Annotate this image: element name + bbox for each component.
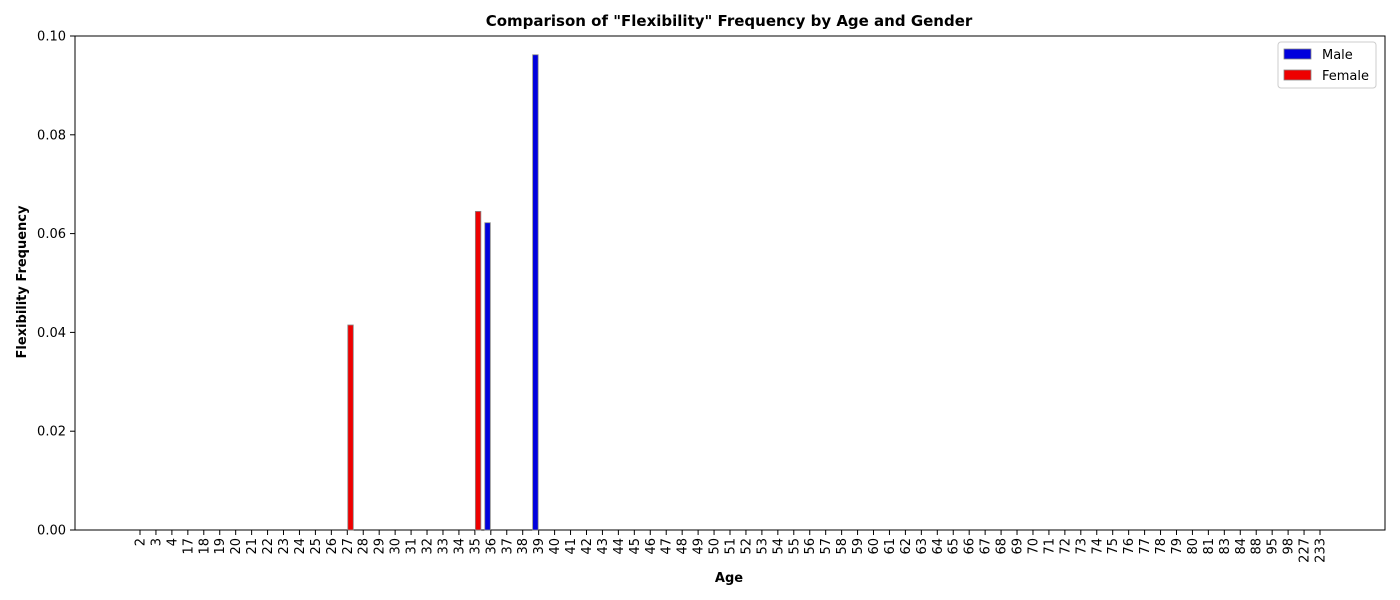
bar-male-age-39	[532, 54, 539, 531]
x-tick-label: 68	[995, 538, 1010, 555]
x-tick-label: 70	[1026, 538, 1041, 555]
x-tick-label: 74	[1090, 538, 1105, 555]
x-tick-label: 57	[819, 538, 834, 555]
x-tick-label: 233	[1314, 538, 1329, 563]
x-tick-label: 30	[389, 538, 404, 555]
bar-female-age-27	[347, 324, 354, 531]
x-tick-label: 47	[660, 538, 675, 555]
x-tick-label: 80	[1186, 538, 1201, 555]
x-tick-label: 20	[229, 538, 244, 555]
x-tick-label: 62	[899, 538, 914, 555]
x-tick-label: 27	[341, 538, 356, 555]
x-tick-label: 67	[979, 538, 994, 555]
x-tick-label: 3	[149, 538, 164, 546]
x-axis-label: Age	[715, 571, 743, 586]
x-tick-label: 34	[452, 538, 467, 555]
x-tick-label: 44	[612, 538, 627, 555]
legend-swatch-female	[1283, 69, 1312, 81]
x-tick-label: 49	[692, 538, 707, 555]
y-tick-label: 0.02	[37, 425, 66, 440]
x-tick-label: 29	[373, 538, 388, 555]
x-tick-label: 69	[1011, 538, 1026, 555]
y-axis-label: Flexibility Frequency	[15, 205, 30, 358]
x-tick-label: 22	[261, 538, 276, 555]
x-tick-label: 17	[181, 538, 196, 555]
x-tick-label: 28	[357, 538, 372, 555]
x-tick-label: 41	[564, 538, 579, 555]
y-tick-label: 0.04	[37, 326, 66, 341]
x-tick-label: 227	[1298, 538, 1313, 563]
x-tick-label: 2	[134, 538, 149, 546]
x-tick-label: 59	[851, 538, 866, 555]
y-tick-label: 0.08	[37, 128, 66, 143]
legend-label-female: Female	[1322, 69, 1369, 84]
legend: Male Female	[1277, 41, 1377, 89]
x-tick-label: 23	[277, 538, 292, 555]
x-tick-label: 36	[484, 538, 499, 555]
x-tick-label: 61	[883, 538, 898, 555]
x-tick-label: 64	[931, 538, 946, 555]
y-tick-label: 0.06	[37, 227, 66, 242]
x-tick-label: 73	[1074, 538, 1089, 555]
x-tick-label: 55	[787, 538, 802, 555]
x-tick-label: 52	[739, 538, 754, 555]
x-tick-label: 21	[245, 538, 260, 555]
x-tick-label: 26	[325, 538, 340, 555]
y-tick-label: 0.00	[37, 524, 66, 539]
x-tick-label: 24	[293, 538, 308, 555]
x-tick-label: 83	[1218, 538, 1233, 555]
x-tick-label: 88	[1250, 538, 1265, 555]
x-tick-label: 19	[213, 538, 228, 555]
legend-swatch-male	[1283, 48, 1312, 60]
x-tick-label: 65	[947, 538, 962, 555]
x-tick-label: 98	[1282, 538, 1297, 555]
x-tick-label: 37	[500, 538, 515, 555]
x-tick-label: 45	[628, 538, 643, 555]
x-tick-label: 56	[803, 538, 818, 555]
x-tick-label: 71	[1042, 538, 1057, 555]
bar-female-age-35	[474, 210, 482, 531]
x-tick-label: 72	[1058, 538, 1073, 555]
x-tick-label: 54	[771, 538, 786, 555]
x-tick-label: 50	[708, 538, 723, 555]
x-tick-label: 4	[165, 538, 180, 546]
x-tick-label: 78	[1154, 538, 1169, 555]
plot-area: 0.000.020.040.060.080.102 3 4 17 18 19 20 21 22 2…	[37, 30, 1386, 563]
x-tick-label: 60	[867, 538, 882, 555]
x-tick-label: 25	[309, 538, 324, 555]
x-tick-label: 79	[1170, 538, 1185, 555]
legend-label-male: Male	[1322, 48, 1353, 63]
x-tick-label: 43	[596, 538, 611, 555]
x-tick-label: 84	[1234, 538, 1249, 555]
x-tick-label: 31	[405, 538, 420, 555]
x-tick-label: 32	[421, 538, 436, 555]
x-tick-label: 38	[516, 538, 531, 555]
x-tick-label: 51	[724, 538, 739, 555]
x-tick-label: 42	[580, 538, 595, 555]
x-tick-label: 46	[644, 538, 659, 555]
x-tick-label: 18	[197, 538, 212, 555]
x-tick-label: 40	[548, 538, 563, 555]
bar-male-age-36	[484, 222, 491, 531]
x-tick-label: 48	[676, 538, 691, 555]
x-tick-label: 35	[468, 538, 483, 555]
x-tick-label: 39	[532, 538, 547, 555]
x-tick-label: 81	[1202, 538, 1217, 555]
x-tick-label: 33	[436, 538, 451, 555]
x-tick-label: 66	[963, 538, 978, 555]
x-tick-label: 58	[835, 538, 850, 555]
x-tick-label: 63	[915, 538, 930, 555]
plot-frame	[74, 35, 1386, 531]
x-tick-label: 76	[1122, 538, 1137, 555]
chart-title: Comparison of "Flexibility" Frequency by…	[486, 12, 973, 30]
y-tick-label: 0.10	[37, 30, 66, 45]
x-tick-label: 77	[1138, 538, 1153, 555]
x-tick-label: 95	[1266, 538, 1281, 555]
x-tick-label: 53	[755, 538, 770, 555]
x-tick-label: 75	[1106, 538, 1121, 555]
